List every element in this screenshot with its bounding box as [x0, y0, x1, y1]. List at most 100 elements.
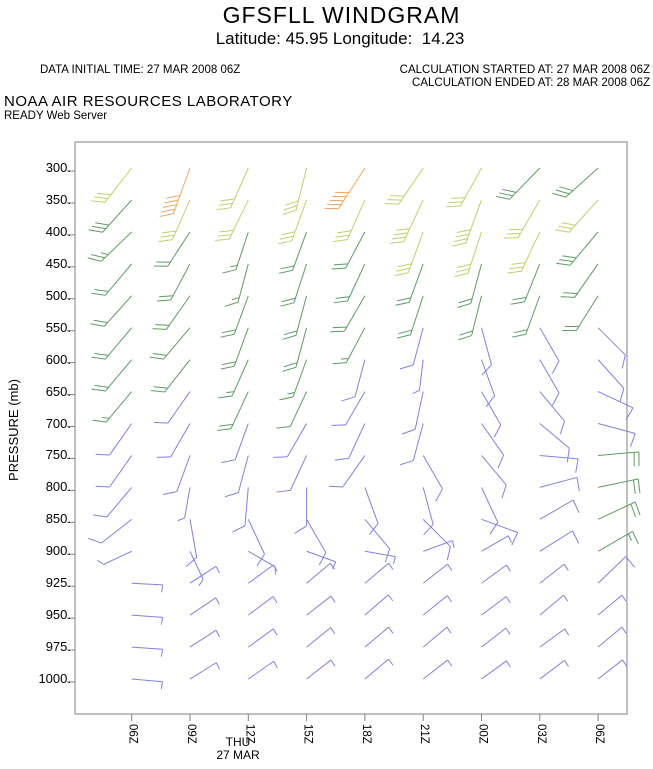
ready-web-server-label: READY Web Server: [4, 110, 108, 122]
barb-staff: [423, 540, 453, 552]
barb-feather: [152, 328, 167, 330]
barb-staff: [292, 231, 308, 271]
barb-staff: [295, 295, 308, 336]
wind-barb: [423, 540, 455, 552]
barb-half-feather: [563, 563, 569, 571]
wind-barb: [306, 550, 337, 569]
barb-staff: [295, 167, 308, 211]
barb-staff: [354, 359, 366, 397]
barb-feather: [512, 296, 527, 301]
barb-staff: [248, 628, 274, 648]
barb-staff: [235, 231, 249, 270]
barb-feather: [232, 525, 246, 533]
barb-staff: [306, 562, 331, 584]
barb-staff: [422, 518, 451, 547]
wind-barb: [539, 327, 560, 374]
barb-feather: [509, 266, 524, 270]
wind-barb: [185, 519, 198, 567]
wind-barb: [539, 563, 569, 584]
barb-half-feather: [226, 391, 235, 394]
barb-staff: [230, 167, 249, 208]
barb-staff: [101, 518, 133, 544]
wind-barb: [396, 295, 424, 339]
wind-barb: [220, 327, 249, 370]
wind-barb: [555, 199, 599, 233]
barb-staff: [481, 327, 492, 366]
barb-feather: [556, 262, 571, 266]
barb-staff: [189, 565, 217, 584]
barb-half-feather: [215, 629, 220, 638]
barb-feather: [625, 407, 634, 421]
wind-barb: [153, 391, 191, 424]
barb-staff: [569, 231, 599, 266]
barb-half-feather: [177, 517, 185, 522]
wind-barb: [422, 487, 434, 536]
time-tick-label: 00Z: [476, 724, 489, 744]
barb-feather: [575, 458, 579, 473]
barb-staff: [422, 626, 448, 648]
barb-feather: [334, 457, 349, 461]
wind-barb: [481, 423, 505, 469]
barb-half-feather: [506, 660, 511, 668]
barb-half-feather: [215, 597, 220, 605]
barb-staff: [574, 263, 599, 298]
barb-half-feather: [101, 416, 110, 419]
barb-feather: [335, 234, 350, 238]
barb-staff: [345, 327, 366, 364]
barb-feather: [281, 297, 296, 303]
barb-feather: [281, 231, 296, 236]
barb-staff: [167, 391, 191, 424]
wind-barb: [504, 199, 541, 239]
barb-staff: [539, 530, 573, 552]
barb-feather: [563, 292, 578, 294]
wind-barb: [539, 628, 570, 648]
wind-barb: [152, 295, 191, 330]
barb-staff: [248, 564, 274, 584]
barb-staff: [407, 231, 424, 273]
wind-barb: [306, 627, 336, 648]
barb-feather: [459, 330, 473, 336]
barb-half-feather: [621, 626, 627, 634]
barb-staff: [306, 627, 332, 648]
barb-feather: [155, 324, 170, 326]
barb-half-feather: [215, 566, 220, 574]
barb-feather: [399, 460, 414, 466]
barb-feather: [485, 395, 496, 408]
barb-feather: [93, 514, 108, 518]
barb-feather: [458, 298, 473, 304]
barb-staff: [459, 167, 482, 207]
barb-feather: [552, 392, 560, 406]
barb-staff: [597, 478, 639, 488]
wind-barb: [481, 391, 502, 438]
wind-barb: [189, 662, 221, 680]
barb-staff: [539, 476, 578, 488]
wind-barb: [422, 518, 451, 561]
barb-half-feather: [198, 579, 204, 586]
barb-half-feather: [330, 595, 336, 603]
barb-feather: [91, 356, 106, 360]
barb-feather: [159, 295, 174, 298]
wind-barb: [458, 295, 482, 341]
barb-feather: [220, 365, 235, 370]
data-initial-time: DATA INITIAL TIME: 27 MAR 2008 06Z: [40, 64, 241, 76]
wind-barb: [446, 167, 482, 208]
wind-barb: [88, 518, 133, 544]
barb-feather: [156, 299, 171, 302]
barb-staff: [481, 518, 518, 533]
time-tick-label: 06Z: [126, 724, 139, 744]
wind-barb: [560, 263, 599, 298]
barb-staff: [189, 597, 216, 616]
barb-feather: [294, 525, 307, 534]
barb-feather: [256, 553, 265, 567]
barb-feather: [632, 531, 639, 545]
barb-staff: [289, 391, 308, 427]
barb-staff: [109, 423, 133, 456]
barb-staff: [104, 263, 133, 296]
wind-barb: [131, 614, 164, 625]
barb-staff: [106, 487, 133, 518]
barb-staff: [172, 167, 191, 214]
wind-barb: [95, 455, 133, 488]
wind-barb: [279, 359, 308, 401]
pressure-tick-label: 450.: [45, 255, 71, 271]
